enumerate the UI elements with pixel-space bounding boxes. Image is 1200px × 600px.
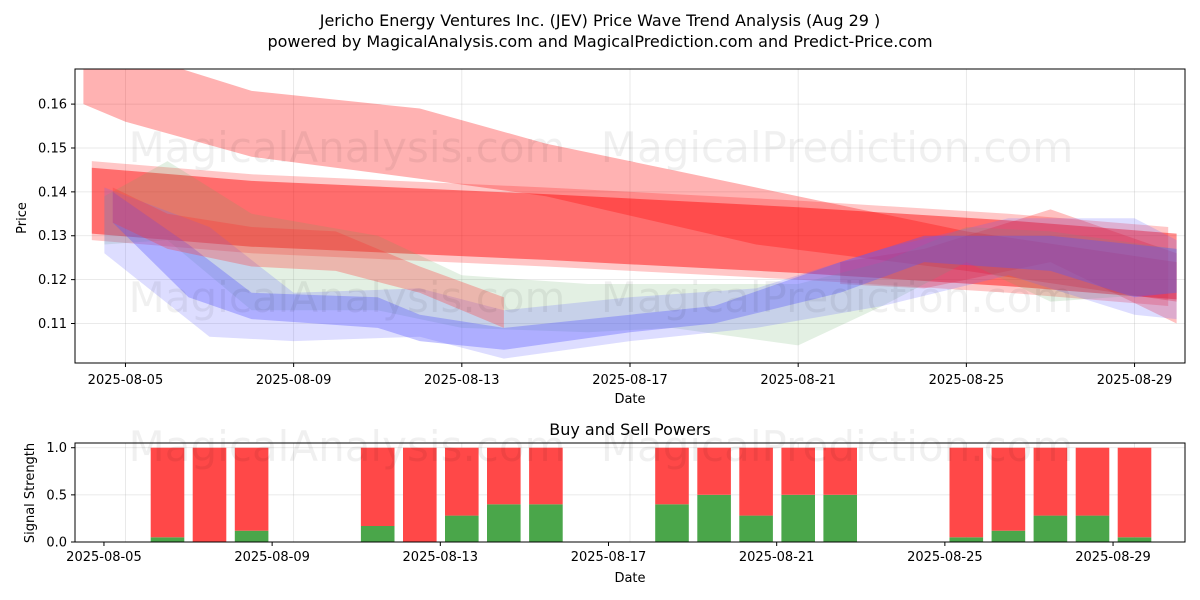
- sell-bar: [991, 447, 1026, 531]
- watermark-mid-right: MagicalPrediction.com: [601, 273, 1074, 322]
- main-title-line1: Jericho Energy Ventures Inc. (JEV) Price…: [319, 11, 881, 30]
- sell-bar: [403, 447, 437, 542]
- price-x-tick-label: 2025-08-05: [88, 373, 164, 388]
- buy-bar: [781, 494, 815, 542]
- signal-y-tick-label: 1.0: [46, 441, 67, 456]
- price-grid: [75, 69, 1185, 363]
- buy-bar: [655, 504, 689, 542]
- signal-x-axis-label: Date: [614, 571, 645, 586]
- signal-bars: [150, 447, 1152, 542]
- price-x-tick-label: 2025-08-17: [592, 373, 668, 388]
- band-red-band-tail: [840, 209, 1177, 324]
- watermark-top-left: MagicalAnalysis.com: [129, 123, 566, 172]
- signal-x-tick-label: 2025-08-29: [1075, 550, 1151, 565]
- signal-watermark: MagicalAnalysis.com MagicalPrediction.co…: [129, 422, 1074, 471]
- band-red-band-light: [91, 161, 1169, 306]
- sell-bar: [823, 447, 857, 495]
- signal-x-tick-label: 2025-08-25: [907, 550, 983, 565]
- band-red-wave-short: [112, 187, 504, 328]
- price-chart: MagicalAnalysis.com MagicalPrediction.co…: [15, 68, 1186, 407]
- price-y-tick-label: 0.11: [38, 317, 67, 332]
- band-green-wave: [104, 161, 1177, 346]
- price-x-tick-label: 2025-08-21: [760, 373, 836, 388]
- price-x-tick-label: 2025-08-09: [256, 373, 332, 388]
- price-y-tick-label: 0.12: [38, 273, 67, 288]
- sell-bar: [1033, 447, 1068, 516]
- main-title-line2: powered by MagicalAnalysis.com and Magic…: [267, 32, 932, 51]
- sell-bar: [655, 447, 689, 505]
- buy-bar: [949, 537, 984, 542]
- sell-bar: [781, 447, 815, 495]
- signal-plot-frame: [74, 442, 1186, 543]
- buy-bar: [1075, 515, 1110, 542]
- price-y-tick-label: 0.14: [38, 185, 67, 200]
- price-x-ticks: 2025-08-05 2025-08-09 2025-08-13 2025-08-17…: [88, 363, 1173, 388]
- signal-x-tick-label: 2025-08-13: [403, 550, 479, 565]
- buy-bar: [234, 530, 269, 542]
- sell-bar: [234, 447, 269, 531]
- sell-bar: [150, 447, 185, 538]
- watermark-top-right: MagicalPrediction.com: [601, 123, 1074, 172]
- sell-bar: [487, 447, 521, 505]
- signal-chart-title: Buy and Sell Powers: [549, 420, 711, 439]
- sell-bar: [1075, 447, 1110, 516]
- signal-x-ticks: 2025-08-05 2025-08-09 2025-08-13 2025-08-17…: [66, 542, 1151, 565]
- price-x-axis-label: Date: [614, 392, 645, 407]
- buy-bar: [739, 515, 773, 542]
- price-y-tick-label: 0.16: [38, 98, 67, 113]
- price-x-tick-label: 2025-08-13: [424, 373, 500, 388]
- price-y-tick-label: 0.13: [38, 229, 67, 244]
- signal-x-tick-label: 2025-08-17: [571, 550, 647, 565]
- price-wave-bands: [83, 69, 1177, 359]
- buy-bar: [697, 494, 731, 542]
- buy-bar: [360, 526, 395, 542]
- sell-bar: [739, 447, 773, 516]
- signal-x-tick-label: 2025-08-21: [739, 550, 815, 565]
- buy-bar: [150, 537, 185, 542]
- sell-bar: [529, 447, 563, 505]
- buy-bar: [445, 515, 479, 542]
- buy-bar: [991, 530, 1026, 542]
- buy-bar: [1117, 537, 1152, 542]
- signal-y-axis-label: Signal Strength: [23, 443, 38, 543]
- price-y-tick-label: 0.15: [38, 141, 67, 156]
- band-blue-wave-wide: [104, 187, 1177, 359]
- buy-bar: [487, 504, 521, 542]
- price-y-ticks: 0.11 0.12 0.13 0.14 0.15 0.16: [38, 98, 75, 332]
- buy-bar: [1033, 515, 1068, 542]
- watermark-mid-left: MagicalAnalysis.com: [129, 273, 566, 322]
- signal-chart: Buy and Sell Powers MagicalAnalysis.com …: [23, 420, 1186, 586]
- sell-bar: [192, 447, 227, 542]
- price-watermark: MagicalAnalysis.com MagicalPrediction.co…: [129, 123, 1074, 322]
- signal-x-tick-label: 2025-08-05: [66, 550, 142, 565]
- band-blue-wave-core: [112, 191, 1177, 350]
- watermark-bottom-left: MagicalAnalysis.com: [129, 422, 566, 471]
- sell-bar: [949, 447, 984, 538]
- signal-y-tick-label: 0.5: [46, 488, 67, 503]
- band-red-band-upper: [83, 69, 1177, 302]
- buy-bar: [529, 504, 563, 542]
- signal-y-ticks: 0.0 0.5 1.0: [46, 441, 75, 551]
- sell-bar: [445, 447, 479, 516]
- price-y-axis-label: Price: [15, 202, 30, 234]
- price-x-tick-label: 2025-08-25: [929, 373, 1005, 388]
- sell-bar: [697, 447, 731, 495]
- buy-bar: [823, 494, 857, 542]
- watermark-bottom-right: MagicalPrediction.com: [601, 422, 1074, 471]
- signal-x-tick-label: 2025-08-09: [234, 550, 310, 565]
- signal-y-tick-label: 0.0: [46, 536, 67, 551]
- sell-bar: [360, 447, 395, 526]
- price-x-tick-label: 2025-08-29: [1097, 373, 1173, 388]
- sell-bar: [1117, 447, 1152, 538]
- band-red-band-main: [91, 167, 1177, 300]
